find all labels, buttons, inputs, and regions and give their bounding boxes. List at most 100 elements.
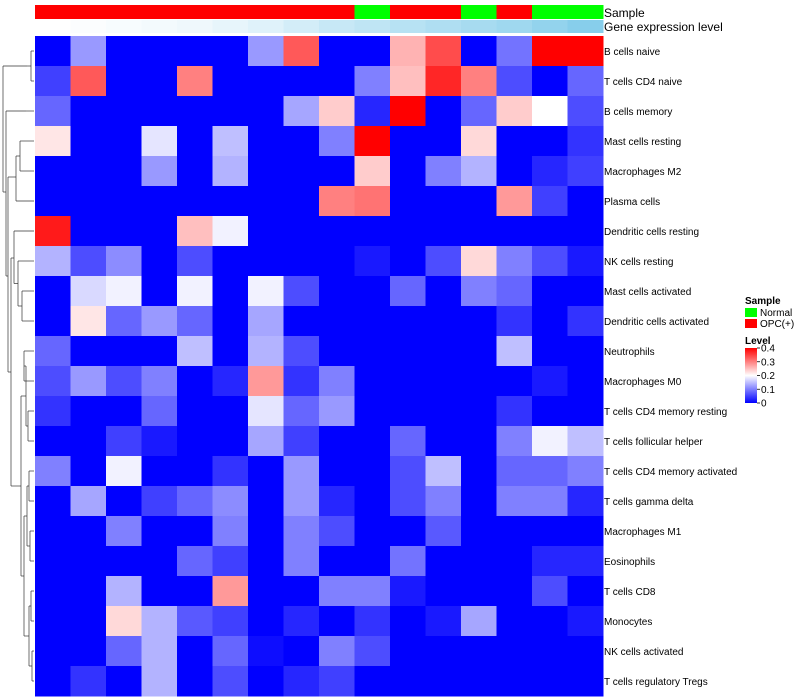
heatmap-cell [283, 636, 320, 667]
heatmap-cell [248, 36, 284, 67]
heatmap-cell [354, 576, 391, 607]
heatmap-cell [354, 426, 391, 457]
heatmap-cell [106, 606, 142, 637]
row-label: Dendritic cells resting [604, 227, 699, 238]
heatmap-cell [177, 396, 213, 427]
heatmap-cell [390, 66, 426, 97]
heatmap-cell [177, 426, 213, 457]
row-label: Neutrophils [604, 347, 655, 358]
heatmap-cell [70, 156, 107, 187]
gene-expression-annotation-cell [283, 20, 320, 33]
heatmap-cell [319, 156, 355, 187]
heatmap-cell [106, 576, 142, 607]
heatmap-cell [461, 336, 497, 367]
heatmap-cell [532, 516, 568, 547]
heatmap-cell [425, 666, 462, 697]
heatmap-cell [532, 96, 568, 127]
gene-expression-annotation-cell [177, 20, 213, 33]
heatmap-cell [141, 96, 178, 127]
heatmap-cell [283, 606, 320, 637]
row-label: T cells gamma delta [604, 497, 694, 508]
heatmap-cell [70, 396, 107, 427]
heatmap-cell [106, 216, 142, 247]
heatmap-cell [141, 546, 178, 577]
sample-annotation-cell [283, 5, 320, 19]
heatmap-cell [567, 486, 604, 517]
heatmap-cell [141, 576, 178, 607]
heatmap-cell [248, 396, 284, 427]
heatmap-cell [70, 486, 107, 517]
heatmap-cell [319, 216, 355, 247]
legend-label-opc: OPC(+) [760, 319, 794, 330]
heatmap-cell [212, 36, 249, 67]
sample-annotation-cell [35, 5, 71, 19]
row-label: Macrophages M1 [604, 527, 682, 538]
heatmap-cell [141, 36, 178, 67]
heatmap-cell [35, 456, 71, 487]
heatmap-cell [461, 36, 497, 67]
heatmap-cell [177, 366, 213, 397]
heatmap-cell [35, 366, 71, 397]
heatmap-cell [212, 636, 249, 667]
heatmap-cell [567, 246, 604, 277]
heatmap-cell [496, 546, 533, 577]
heatmap-cell [212, 396, 249, 427]
heatmap-cell [532, 66, 568, 97]
heatmap-cell [425, 186, 462, 217]
heatmap-cell [141, 186, 178, 217]
heatmap-cell [141, 486, 178, 517]
heatmap-cell [496, 576, 533, 607]
heatmap-cell [425, 456, 462, 487]
heatmap-cell [354, 216, 391, 247]
sample-annotation-cell [106, 5, 142, 19]
heatmap-cell [283, 276, 320, 307]
heatmap-cell [354, 306, 391, 337]
heatmap-cell [567, 666, 604, 697]
heatmap-cell [283, 66, 320, 97]
heatmap-cell [177, 576, 213, 607]
heatmap-cell [35, 666, 71, 697]
heatmap-cell [106, 276, 142, 307]
heatmap-cell [532, 216, 568, 247]
heatmap-cell [212, 516, 249, 547]
sample-annotation-cell [212, 5, 249, 19]
heatmap-cell [106, 306, 142, 337]
heatmap-cell [141, 126, 178, 157]
heatmap-cell [283, 546, 320, 577]
row-label: Mast cells resting [604, 137, 681, 148]
heatmap-cell [567, 336, 604, 367]
heatmap-cell [567, 276, 604, 307]
legend-level-title: Level [745, 336, 771, 347]
heatmap-cell [70, 336, 107, 367]
heatmap-cell [212, 306, 249, 337]
heatmap-cell [106, 156, 142, 187]
heatmap-cell [319, 606, 355, 637]
heatmap-cell [106, 396, 142, 427]
heatmap-cell [496, 336, 533, 367]
heatmap-cell [354, 486, 391, 517]
heatmap-cell [567, 606, 604, 637]
gene-expression-annotation-bar [35, 20, 604, 33]
heatmap-cell [141, 276, 178, 307]
heatmap-cell [248, 606, 284, 637]
heatmap-cell [35, 426, 71, 457]
heatmap-cell [35, 606, 71, 637]
heatmap-cell [390, 666, 426, 697]
sample-annotation-cell [425, 5, 462, 19]
heatmap-cell [461, 276, 497, 307]
heatmap-cell [567, 66, 604, 97]
heatmap-cell [283, 336, 320, 367]
heatmap-cell [70, 366, 107, 397]
gene-expression-annotation-label: Gene expression level [604, 20, 723, 34]
legend-level-ticks: 0.4 0.3 0.2 0.1 0 [757, 344, 775, 410]
heatmap-cell [248, 186, 284, 217]
row-label: T cells regulatory Tregs [604, 677, 708, 688]
heatmap-cell [35, 36, 71, 67]
heatmap-cell [390, 606, 426, 637]
heatmap-cell [532, 576, 568, 607]
heatmap-cell [390, 336, 426, 367]
heatmap-cell [70, 636, 107, 667]
heatmap-cell [70, 576, 107, 607]
sample-annotation-cell [390, 5, 426, 19]
